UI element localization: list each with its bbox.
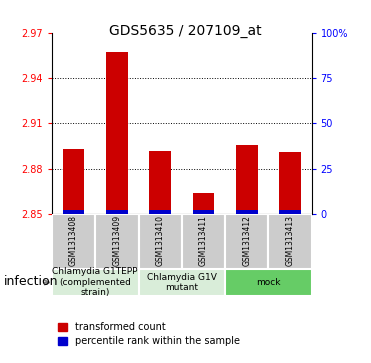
Bar	[106, 209, 128, 214]
Bar	[150, 151, 171, 214]
Bar	[63, 149, 85, 214]
Bar	[52, 214, 95, 269]
Bar	[63, 209, 85, 214]
Bar	[193, 209, 214, 214]
Text: GSM1313409: GSM1313409	[112, 215, 121, 266]
Text: infection: infection	[4, 275, 58, 288]
Bar	[95, 214, 138, 269]
Bar	[225, 269, 312, 296]
Bar	[182, 214, 225, 269]
Text: GSM1313412: GSM1313412	[242, 215, 251, 266]
Text: GDS5635 / 207109_at: GDS5635 / 207109_at	[109, 24, 262, 38]
Bar	[150, 209, 171, 214]
Text: GSM1313413: GSM1313413	[286, 215, 295, 266]
Bar	[268, 214, 312, 269]
Bar	[52, 269, 138, 296]
Bar	[236, 144, 257, 214]
Text: GSM1313410: GSM1313410	[156, 215, 165, 266]
Legend: transformed count, percentile rank within the sample: transformed count, percentile rank withi…	[58, 322, 240, 346]
Text: mock: mock	[256, 278, 280, 287]
Text: GSM1313408: GSM1313408	[69, 215, 78, 266]
Bar	[138, 269, 225, 296]
Bar	[106, 52, 128, 214]
Bar	[279, 209, 301, 214]
Text: GSM1313411: GSM1313411	[199, 215, 208, 266]
Bar	[193, 193, 214, 214]
Bar	[225, 214, 268, 269]
Text: Chlamydia G1V
mutant: Chlamydia G1V mutant	[147, 273, 217, 292]
Bar	[236, 209, 257, 214]
Bar	[138, 214, 182, 269]
Bar	[279, 152, 301, 214]
Text: Chlamydia G1TEPP
(complemented
strain): Chlamydia G1TEPP (complemented strain)	[52, 267, 138, 297]
